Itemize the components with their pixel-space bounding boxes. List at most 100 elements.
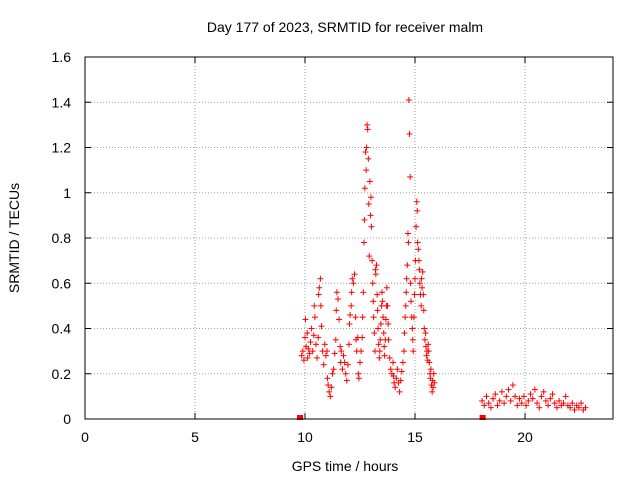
data-point bbox=[343, 377, 350, 384]
data-point bbox=[415, 257, 422, 264]
data-point bbox=[408, 298, 415, 305]
data-point bbox=[348, 302, 355, 309]
data-point bbox=[360, 289, 367, 296]
data-point bbox=[413, 223, 420, 230]
data-point bbox=[375, 325, 382, 332]
data-point bbox=[531, 386, 538, 393]
data-point bbox=[560, 400, 567, 407]
data-point bbox=[304, 330, 311, 337]
data-point bbox=[529, 395, 536, 402]
data-point bbox=[534, 400, 541, 407]
data-point bbox=[536, 404, 543, 411]
data-point bbox=[387, 366, 394, 373]
data-point bbox=[392, 384, 399, 391]
data-point bbox=[538, 393, 545, 400]
y-tick-label: 1.6 bbox=[52, 49, 72, 65]
y-tick-label: 0.6 bbox=[52, 275, 72, 291]
data-point bbox=[492, 391, 499, 398]
data-point bbox=[402, 314, 409, 321]
data-point bbox=[383, 284, 390, 291]
data-point bbox=[420, 307, 427, 314]
data-point bbox=[362, 149, 369, 156]
data-point-marker bbox=[480, 415, 486, 420]
data-point bbox=[376, 348, 383, 355]
data-point bbox=[410, 314, 417, 321]
data-point bbox=[430, 370, 437, 377]
data-point bbox=[337, 343, 344, 350]
data-point bbox=[326, 388, 333, 395]
x-tick-label: 15 bbox=[407, 429, 423, 445]
data-point bbox=[498, 388, 505, 395]
data-point bbox=[421, 325, 428, 332]
data-point bbox=[375, 341, 382, 348]
data-point bbox=[490, 395, 497, 402]
data-point bbox=[315, 291, 322, 298]
y-axis-label: SRMTID / TECUs bbox=[6, 183, 22, 293]
data-point bbox=[398, 368, 405, 375]
data-point bbox=[540, 388, 547, 395]
data-point bbox=[404, 262, 411, 269]
data-point bbox=[386, 354, 393, 361]
y-tick-label: 0.4 bbox=[52, 321, 72, 337]
data-point bbox=[416, 266, 423, 273]
data-point bbox=[405, 239, 412, 246]
data-point bbox=[401, 330, 408, 337]
data-point bbox=[313, 341, 319, 348]
data-point bbox=[414, 207, 421, 214]
data-point bbox=[371, 330, 378, 337]
data-point bbox=[365, 155, 372, 162]
data-point bbox=[562, 393, 569, 400]
data-point bbox=[553, 404, 560, 411]
data-point bbox=[582, 404, 589, 411]
data-point bbox=[404, 230, 411, 237]
data-point bbox=[348, 289, 355, 296]
y-tick-label: 1.2 bbox=[52, 140, 72, 156]
data-point bbox=[411, 291, 418, 298]
data-point bbox=[336, 316, 343, 323]
data-point bbox=[556, 397, 563, 404]
data-point bbox=[416, 280, 423, 287]
data-point bbox=[485, 400, 492, 407]
data-point bbox=[481, 402, 488, 409]
data-point bbox=[525, 397, 532, 404]
data-point bbox=[344, 361, 351, 368]
data-point bbox=[415, 246, 422, 253]
data-point bbox=[370, 314, 377, 321]
data-point bbox=[396, 388, 403, 395]
data-point bbox=[369, 257, 376, 264]
data-point bbox=[340, 352, 347, 359]
data-point bbox=[352, 314, 359, 321]
y-tick-label: 0 bbox=[63, 411, 71, 427]
data-point bbox=[409, 336, 416, 343]
y-tick-label: 1 bbox=[63, 185, 71, 201]
data-point bbox=[545, 402, 552, 409]
data-point bbox=[349, 275, 356, 282]
data-point bbox=[318, 323, 325, 330]
data-point bbox=[527, 391, 534, 398]
data-point bbox=[322, 352, 329, 359]
data-point bbox=[377, 320, 384, 327]
data-point bbox=[368, 194, 374, 201]
data-point bbox=[365, 201, 372, 208]
chart-title: Day 177 of 2023, SRMTID for receiver mal… bbox=[207, 19, 483, 35]
data-point bbox=[308, 325, 315, 332]
data-point bbox=[575, 404, 582, 411]
y-tick-label: 1.4 bbox=[52, 94, 72, 110]
data-point bbox=[514, 402, 521, 409]
data-point bbox=[418, 275, 425, 282]
data-point bbox=[327, 393, 334, 400]
data-point bbox=[503, 393, 510, 400]
data-point bbox=[413, 198, 420, 205]
data-point bbox=[364, 126, 371, 133]
data-point bbox=[569, 400, 576, 407]
data-point bbox=[325, 382, 332, 389]
data-point bbox=[483, 393, 490, 400]
data-point bbox=[431, 379, 438, 386]
data-point bbox=[335, 296, 341, 303]
data-point bbox=[381, 352, 388, 359]
data-point bbox=[385, 336, 392, 343]
data-point bbox=[419, 268, 426, 275]
data-point bbox=[332, 336, 339, 343]
grid bbox=[85, 57, 613, 419]
